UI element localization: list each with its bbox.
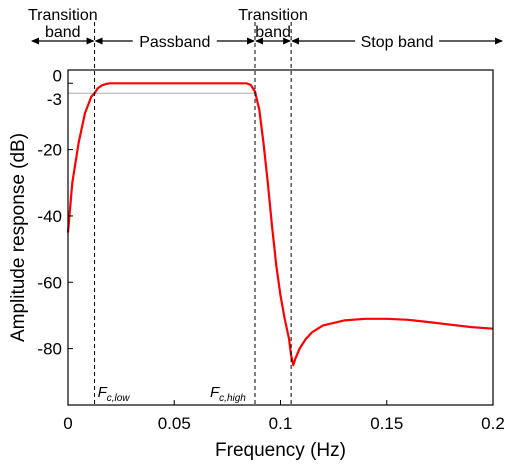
y-tick-label: 0	[53, 66, 62, 85]
band-label: band	[45, 24, 81, 41]
band-label: Transition	[28, 7, 98, 24]
y-tick-label: -3	[47, 90, 62, 109]
series-group	[66, 82, 494, 367]
y-tick-label: -60	[37, 273, 62, 292]
y-tick-label: -40	[37, 207, 62, 226]
band-annotations: TransitionbandPassbandTransitionbandStop…	[28, 7, 503, 51]
plot-area-frame	[67, 69, 494, 406]
y-tick-label: -80	[37, 340, 62, 359]
band-label: Transition	[238, 7, 308, 24]
band-label: Passband	[139, 34, 210, 51]
y-tick-label: -20	[37, 141, 62, 160]
axis-ticks-group: 0 0.05 0.1 0.15 0.2 0 -3 -20 -40 -60 -80	[37, 66, 504, 433]
x-tick-label: 0	[63, 414, 72, 433]
y-axis-title: Amplitude response (dB)	[8, 133, 29, 342]
band-label: Stop band	[361, 34, 434, 51]
cutoff-lines-group: Fc,low Fc,high	[94, 22, 292, 405]
amplitude-response-line	[66, 82, 494, 367]
x-tick-label: 0.05	[158, 414, 191, 433]
x-tick-label: 0.15	[370, 414, 403, 433]
band-label-background	[355, 32, 440, 50]
cutoff-label: Fc,low	[98, 384, 131, 404]
cutoff-label: Fc,high	[210, 384, 246, 404]
x-axis-title: Frequency (Hz)	[215, 440, 346, 461]
x-tick-label: 0.1	[269, 414, 293, 433]
band-label: band	[255, 24, 291, 41]
band-label-background	[132, 32, 217, 50]
x-tick-label: 0.2	[481, 414, 505, 433]
